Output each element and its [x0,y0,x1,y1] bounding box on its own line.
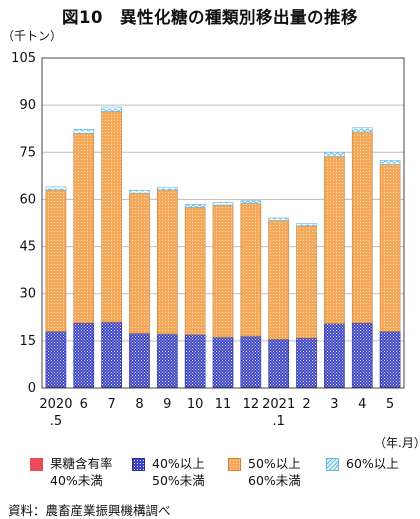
bar-segment-ge60 [101,106,122,112]
x-tick-label: 3 [330,397,338,412]
y-unit-label: （千トン） [2,29,62,43]
bar-segment-ge60 [156,186,178,191]
legend: 果糖含有率 40%未満 40%以上 50%未満 50%以上 60%未満 60%以… [30,455,420,497]
bar-stack [296,223,317,388]
legend-swatch-40-50 [132,458,145,471]
bar-segment-50-60 [184,206,206,335]
bar-stack [351,127,373,388]
y-tick-label: 75 [19,145,36,160]
bar-segment-40-50 [379,331,401,388]
legend-swatch-lt40 [30,458,43,471]
bar-segment-ge60 [268,217,290,221]
bar-segment-50-60 [212,204,234,338]
bar-segment-ge60 [73,129,95,134]
bar-segment-40-50 [156,333,178,388]
bar-segment-ge60 [240,200,262,204]
bar-segment-40-50 [268,338,290,388]
bar-segment-ge60 [351,127,373,133]
legend-label-lt40: 果糖含有率 40%未満 [50,456,113,488]
chart-title: 図10 異性化糖の種類別移出量の推移 [62,8,358,27]
x-tick-label: 8 [135,397,143,412]
legend-swatch-50-60 [228,458,241,471]
bar-stacks [45,106,401,388]
y-axis-ticks: 0 15 30 45 60 75 90 105 [11,51,36,396]
bar-segment-40-50 [240,335,262,388]
y-tick-label: 15 [19,334,36,349]
legend-label-40-50: 40%以上 50%未満 [152,456,205,488]
y-tick-label: 30 [19,287,36,302]
bar-segment-50-60 [101,111,122,323]
x-tick-label: 2021 [262,397,295,412]
x-tick-label: 12 [243,397,260,412]
bar-segment-50-60 [324,155,345,324]
bar-stack [212,202,234,388]
bar-stack [129,190,150,388]
bar-stack [324,151,345,388]
bar-segment-ge60 [379,160,401,165]
bar-stack [379,160,401,388]
x-tick-label: .1 [272,414,284,429]
bar-segment-40-50 [324,323,345,388]
bar-segment-ge60 [184,204,206,208]
bar-segment-ge60 [129,190,150,194]
bar-stack [240,200,262,388]
bar-stack [73,129,95,388]
bar-segment-50-60 [129,192,150,334]
bar-segment-50-60 [45,189,67,332]
bar-segment-40-50 [296,337,317,388]
legend-label-ge60: 60%以上 [346,456,399,471]
plot-frame [41,57,405,389]
legend-item-lt40: 果糖含有率 40%未満 [30,455,113,489]
x-tick-label: 6 [80,397,88,412]
bar-stack [156,186,178,388]
y-tick-label: 105 [11,51,36,66]
x-axis-ticks: 2020 .5 6 7 8 9 10 11 12 2021 .1 2 3 4 5 [39,397,394,429]
x-tick-label: 2 [302,397,310,412]
bar-segment-ge60 [324,151,345,157]
x-tick-label: 9 [163,397,171,412]
bar-segment-50-60 [379,163,401,332]
bar-segment-40-50 [45,331,67,388]
y-tick-label: 0 [28,381,36,396]
y-tick-label: 90 [19,98,36,113]
legend-label-50-60: 50%以上 60%未満 [248,456,301,488]
bar-stack [45,186,67,388]
bar-stack [184,204,206,388]
legend-item-ge60: 60%以上 [326,455,399,472]
bar-segment-50-60 [268,220,290,340]
bar-segment-40-50 [73,322,95,388]
bar-stack [101,106,122,388]
bar-segment-50-60 [296,225,317,339]
x-tick-label: 11 [215,397,232,412]
bar-segment-ge60 [296,223,317,227]
bar-segment-40-50 [351,322,373,388]
y-tick-label: 45 [19,240,36,255]
x-tick-label: .5 [50,414,62,429]
bar-segment-40-50 [212,336,234,388]
bar-segment-50-60 [240,202,262,337]
x-tick-label: 10 [187,397,204,412]
x-tick-label: 2020 [39,397,72,412]
bar-segment-40-50 [101,321,122,388]
bar-segment-50-60 [73,133,95,324]
legend-item-50-60: 50%以上 60%未満 [228,455,301,489]
bar-segment-ge60 [45,186,67,191]
bar-segment-40-50 [184,334,206,388]
bar-segment-50-60 [351,131,373,324]
source-note: 資料：農畜産業振興機構調べ [8,503,171,518]
x-tick-label: 5 [386,397,394,412]
x-unit-label: （年.月） [374,436,420,450]
y-tick-label: 60 [19,192,36,207]
bar-segment-50-60 [156,189,178,335]
bar-segment-ge60 [212,202,234,206]
bar-stack [268,217,290,388]
x-tick-label: 4 [358,397,366,412]
bar-segment-40-50 [129,333,150,388]
legend-swatch-ge60 [326,458,339,471]
legend-item-40-50: 40%以上 50%未満 [132,455,205,489]
x-tick-label: 7 [107,397,115,412]
